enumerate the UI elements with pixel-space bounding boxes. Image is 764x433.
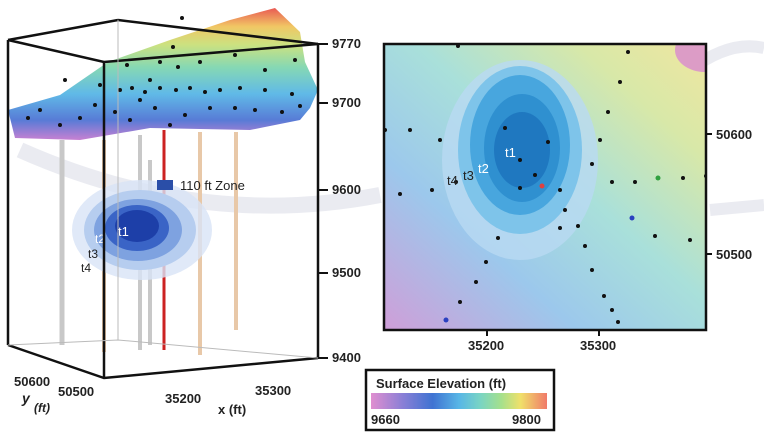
map-x-tick-35300: 35300 (580, 338, 616, 353)
map-frame (382, 42, 708, 332)
map-y-tick-50500: 50500 (716, 247, 752, 262)
x-axis-label: x (ft) (218, 402, 246, 417)
map-y-tick-50600: 50600 (716, 127, 752, 142)
y-tick-50500: 50500 (58, 384, 94, 399)
map-label-t3: t3 (463, 168, 474, 183)
plume-contours (72, 180, 212, 280)
left-3d-panel: 110 ft Zone t1 t2 t3 t4 (6, 8, 361, 417)
right-map-panel: t1 t2 t3 t4 35200 35300 50600 50500 (382, 42, 752, 353)
terrain-surface (8, 8, 318, 140)
y-tick-50600: 50600 (14, 374, 50, 389)
box-back-edges (7, 20, 319, 359)
left-label-t4: t4 (81, 261, 91, 275)
legend-title: Surface Elevation (ft) (376, 376, 506, 391)
map-y-ticks (706, 133, 712, 255)
z-tick-9600: 9600 (332, 182, 361, 197)
well-points (26, 16, 302, 127)
zone-marker (157, 180, 173, 190)
map-x-tick-35200: 35200 (468, 338, 504, 353)
x-tick-35200: 35200 (165, 391, 201, 406)
box-frame (6, 18, 320, 380)
left-label-t1: t1 (118, 224, 129, 239)
y-axis-label: y (21, 390, 31, 406)
legend-max: 9800 (512, 412, 541, 427)
zone-label: 110 ft Zone (180, 178, 245, 193)
z-tick-9400: 9400 (332, 350, 361, 365)
map-x-ticks (486, 330, 600, 336)
legend-min: 9660 (371, 412, 400, 427)
z-tick-9770: 9770 (332, 36, 361, 51)
map-label-t4: t4 (447, 173, 458, 188)
left-label-t3: t3 (88, 247, 98, 261)
map-label-t1: t1 (505, 145, 516, 160)
z-tick-9500: 9500 (332, 265, 361, 280)
map-label-t2: t2 (478, 161, 489, 176)
legend-colorbar (371, 393, 547, 409)
z-axis-ticks (318, 43, 328, 359)
map-well-points (384, 44, 706, 324)
y-axis-unit: (ft) (34, 401, 50, 415)
x-tick-35300: 35300 (255, 383, 291, 398)
elevation-legend: Surface Elevation (ft) 9660 9800 (364, 368, 556, 432)
z-tick-9700: 9700 (332, 95, 361, 110)
left-label-t2: t2 (95, 232, 105, 246)
